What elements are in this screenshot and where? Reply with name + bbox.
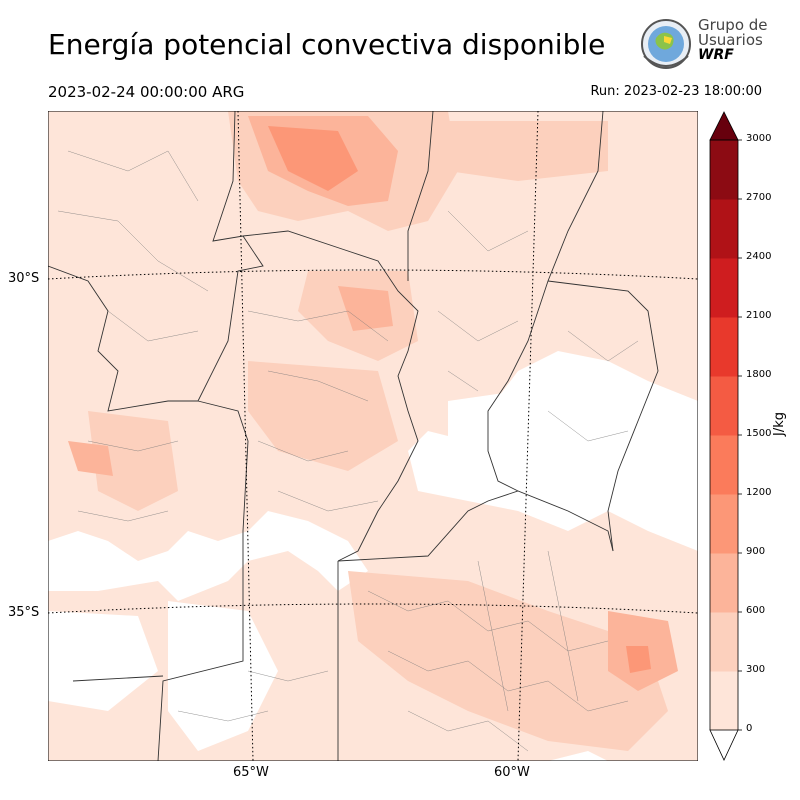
graticule	[48, 111, 698, 761]
lat-label-30: 30°S	[8, 271, 40, 286]
logo-line2: Usuarios	[698, 31, 763, 49]
logo: Grupo de Usuarios WRF	[638, 16, 768, 72]
run-time: Run: 2023-02-23 18:00:00	[590, 84, 762, 99]
colorbar-segment	[710, 317, 738, 377]
valid-time: 2023-02-24 00:00:00 ARG	[48, 83, 245, 101]
colorbar-tick-label: 2100	[746, 310, 772, 321]
department-borders	[57, 150, 639, 752]
colorbar-segment	[710, 199, 738, 259]
colorbar-tick-label: 600	[746, 605, 766, 616]
colorbar-segment	[710, 494, 738, 554]
colorbar-unit: J/kg	[772, 412, 787, 436]
colorbar-tick-label: 2700	[746, 192, 772, 203]
colorbar-over-triangle	[709, 111, 739, 141]
colorbar-segment	[710, 435, 738, 495]
cape-map	[48, 111, 698, 761]
colorbar-tick-label: 900	[746, 546, 766, 557]
lon-label-60: 60°W	[494, 765, 530, 780]
logo-line1: Grupo de	[698, 16, 768, 34]
colorbar-tick-label: 1200	[746, 487, 772, 498]
lon-label-65: 65°W	[233, 765, 269, 780]
province-borders	[48, 111, 659, 761]
colorbar-segment	[710, 553, 738, 613]
colorbar-segment	[710, 258, 738, 318]
colorbar-under-triangle	[709, 729, 739, 761]
colorbar-tick-label: 0	[746, 723, 753, 734]
colorbar-segment	[710, 376, 738, 436]
cape-shading	[48, 111, 698, 761]
colorbar-segment	[710, 612, 738, 672]
colorbar-segment	[710, 671, 738, 731]
colorbar-tick-label: 1500	[746, 428, 772, 439]
lat-label-35: 35°S	[8, 605, 40, 620]
colorbar	[709, 111, 742, 761]
logo-line3: WRF	[698, 47, 734, 63]
colorbar-segment	[710, 140, 738, 200]
colorbar-tick-label: 300	[746, 664, 766, 675]
globe-logo-icon	[641, 19, 691, 69]
map-title: Energía potencial convectiva disponible	[48, 28, 606, 61]
colorbar-tick-label: 3000	[746, 133, 772, 144]
colorbar-tick-label: 2400	[746, 251, 772, 262]
colorbar-tick-label: 1800	[746, 369, 772, 380]
